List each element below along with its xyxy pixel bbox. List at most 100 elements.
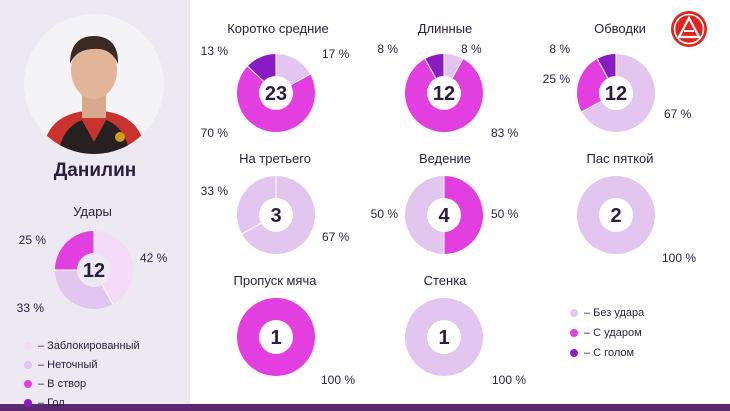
donut-carry: 4 50 % 50 % bbox=[371, 175, 519, 255]
slice-dribbles-0 bbox=[581, 54, 655, 132]
donut-dribbles: 12 67 % 25 % 8 % bbox=[543, 42, 692, 132]
slice-gap-long-1 bbox=[451, 58, 464, 79]
donut-shots: 12 42 % 33 % 25 % bbox=[17, 230, 168, 315]
total-long: 12 bbox=[433, 83, 455, 105]
donut-dummy: 1 100 % bbox=[237, 298, 355, 387]
legend-dot-on-target bbox=[24, 379, 32, 388]
legend-item-on-target: – В створ bbox=[24, 374, 140, 393]
chart-title-third-man: На третьего bbox=[239, 151, 311, 166]
legend-dot-goal bbox=[24, 398, 32, 407]
legend-label-no-shot: – Без удара bbox=[584, 307, 645, 319]
pct-label-short-medium-1: 70 % bbox=[201, 126, 229, 140]
club-logo-icon bbox=[671, 11, 707, 47]
legend-passes: – Без удара – С ударом – С голом bbox=[570, 303, 644, 363]
total-short-medium: 23 bbox=[265, 83, 287, 105]
slice-carry-1 bbox=[405, 176, 444, 254]
slice-short-medium-0 bbox=[276, 54, 311, 85]
slice-gap-short-medium-1 bbox=[290, 73, 311, 86]
legend-dot-with-goal bbox=[570, 349, 578, 357]
slice-dribbles-2 bbox=[597, 54, 616, 79]
pct-label-long-0: 8 % bbox=[461, 42, 482, 56]
chart-title-wall-pass: Стенка bbox=[423, 273, 467, 288]
donut-third-man: 3 67 % 33 % bbox=[201, 175, 350, 254]
legend-dot-with-shot bbox=[570, 329, 578, 337]
slice-gap-short-medium-2 bbox=[246, 65, 264, 82]
slice-wall-pass-0 bbox=[405, 298, 483, 376]
legend-shots: – Заблокированный – Неточный – В створ –… bbox=[24, 336, 140, 411]
slice-long-1 bbox=[404, 58, 483, 132]
chart-title-heel-pass: Пас пяткой bbox=[586, 151, 654, 166]
legend-label-with-shot: – С ударом bbox=[584, 327, 642, 339]
legend-label-inaccurate: – Неточный bbox=[38, 358, 98, 371]
pct-label-shots-0: 42 % bbox=[140, 251, 168, 265]
chart-title-short-medium: Коротко средние bbox=[227, 21, 329, 36]
chart-title-dribbles: Обводки bbox=[594, 21, 646, 36]
pct-label-shots-1: 33 % bbox=[17, 301, 45, 315]
total-dribbles: 12 bbox=[605, 83, 627, 105]
chart-title-carry: Ведение bbox=[418, 151, 472, 166]
legend-item-inaccurate: – Неточный bbox=[24, 355, 140, 374]
donut-short-medium: 23 17 % 70 % 13 % bbox=[201, 44, 350, 140]
pct-label-dummy-0: 100 % bbox=[321, 373, 355, 387]
pct-label-shots-2: 25 % bbox=[19, 233, 47, 247]
slice-shots-0 bbox=[94, 231, 133, 305]
legend-label-on-target: – В створ bbox=[38, 377, 87, 390]
legend-item-no-shot: – Без удара bbox=[570, 303, 644, 323]
slice-long-0 bbox=[444, 54, 463, 79]
total-third-man: 3 bbox=[270, 205, 281, 227]
slice-long-2 bbox=[425, 54, 444, 79]
donut-long: 12 8 % 83 % 8 % bbox=[377, 42, 518, 140]
legend-label-blocked: – Заблокированный bbox=[38, 339, 140, 352]
pct-label-long-2: 8 % bbox=[377, 42, 398, 56]
total-shots: 12 bbox=[83, 260, 105, 282]
pct-label-wall-pass-0: 100 % bbox=[492, 373, 526, 387]
total-wall-pass: 1 bbox=[438, 327, 449, 349]
pct-label-heel-pass-0: 100 % bbox=[662, 251, 696, 265]
slice-heel-pass-0 bbox=[577, 176, 655, 254]
pct-label-dribbles-1: 25 % bbox=[543, 72, 571, 86]
legend-item-with-goal: – С голом bbox=[570, 343, 644, 363]
slice-gap-shots-1 bbox=[101, 284, 114, 305]
pct-label-third-man-0: 67 % bbox=[322, 230, 350, 244]
donut-heel-pass: 2 100 % bbox=[577, 176, 696, 265]
chart-title-dummy: Пропуск мяча bbox=[233, 273, 317, 288]
pct-label-short-medium-0: 17 % bbox=[322, 47, 350, 61]
legend-label-with-goal: – С голом bbox=[584, 347, 635, 359]
pct-label-dribbles-2: 8 % bbox=[549, 42, 570, 56]
player-name: Данилин bbox=[53, 160, 137, 181]
legend-item-blocked: – Заблокированный bbox=[24, 336, 140, 355]
slice-gap-dribbles-1 bbox=[581, 100, 602, 113]
slice-dribbles-1 bbox=[577, 58, 608, 112]
legend-item-goal: – Гол bbox=[24, 393, 140, 411]
slice-short-medium-2 bbox=[247, 54, 276, 82]
pct-label-long-1: 83 % bbox=[491, 126, 519, 140]
chart-title-long: Длинные bbox=[417, 21, 473, 36]
legend-item-with-shot: – С ударом bbox=[570, 323, 644, 343]
slice-gap-long-2 bbox=[424, 58, 437, 79]
slice-shots-2 bbox=[55, 231, 94, 270]
slice-shots-1 bbox=[55, 270, 113, 309]
slice-carry-0 bbox=[444, 176, 483, 254]
total-heel-pass: 2 bbox=[610, 205, 621, 227]
total-carry: 4 bbox=[438, 205, 450, 227]
player-photo-illustration bbox=[42, 36, 146, 154]
legend-dot-blocked bbox=[24, 341, 32, 350]
pct-label-carry-1: 50 % bbox=[371, 207, 399, 221]
legend-label-goal: – Гол bbox=[38, 396, 65, 409]
slice-dummy-0 bbox=[237, 298, 315, 376]
slice-gap-third-man-1 bbox=[241, 222, 262, 235]
pct-label-third-man-1: 33 % bbox=[201, 184, 229, 198]
chart-title-shots: Удары bbox=[73, 204, 112, 219]
slice-third-man-0 bbox=[241, 176, 315, 254]
legend-dot-no-shot bbox=[570, 309, 578, 317]
slice-gap-dribbles-2 bbox=[596, 58, 609, 79]
bottom-bar bbox=[0, 404, 730, 411]
total-dummy: 1 bbox=[270, 327, 281, 349]
pct-label-short-medium-2: 13 % bbox=[201, 44, 229, 58]
pct-label-dribbles-0: 67 % bbox=[664, 107, 692, 121]
legend-dot-inaccurate bbox=[24, 360, 32, 369]
donut-wall-pass: 1 100 % bbox=[405, 298, 526, 387]
slice-third-man-1 bbox=[237, 176, 276, 234]
pct-label-carry-0: 50 % bbox=[491, 207, 519, 221]
